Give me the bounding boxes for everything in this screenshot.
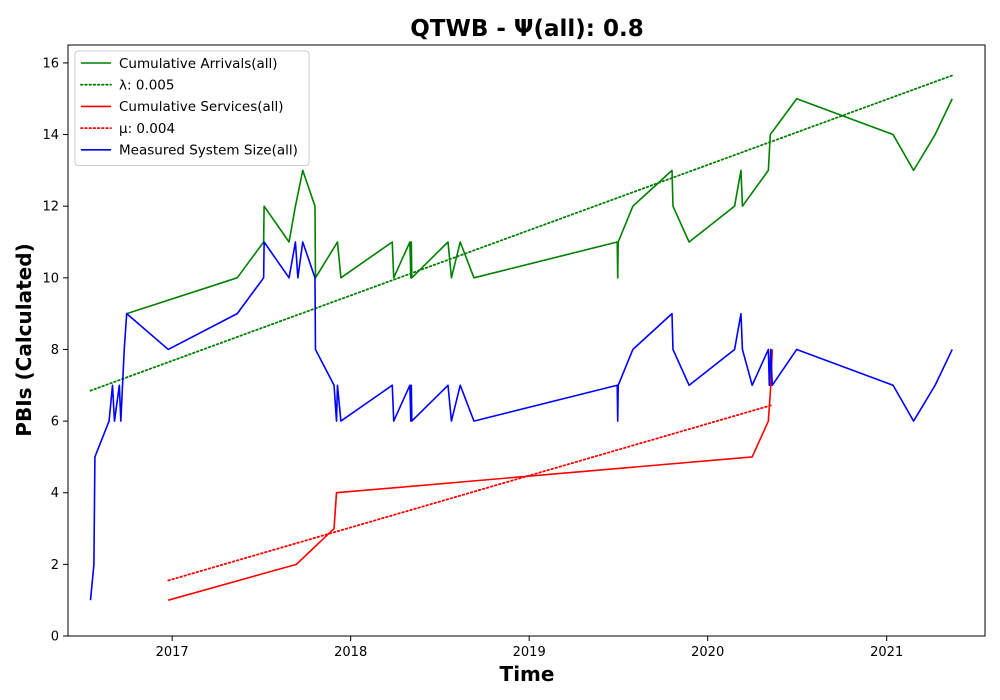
x-tick-label-2020: 2020 [691,645,724,660]
legend-label-measured-system-size-all: Measured System Size(all) [119,143,298,159]
y-tick-label-4: 4 [51,486,59,501]
y-axis-label: PBIs (Calculated) [12,243,36,436]
y-tick-label-8: 8 [51,343,59,358]
x-tick-label-2018: 2018 [334,645,367,660]
axes-frame [67,44,986,637]
legend-label-cumulative-services-all: Cumulative Services(all) [119,99,284,115]
legend-label-0-004: μ: 0.004 [119,121,175,137]
series-line-5 [89,241,953,601]
y-tick-label-14: 14 [42,128,59,143]
chart-title: QTWB - Ψ(all): 0.8 [410,16,644,42]
y-tick-label-2: 2 [51,558,59,573]
plot-area [89,74,954,601]
y-tick-label-10: 10 [42,271,59,286]
series-line-4 [167,404,774,582]
legend: Cumulative Arrivals(all) λ: 0.005 Cumulati… [74,50,310,166]
series-line-1 [126,97,953,315]
legend-label-0-005: λ: 0.005 [119,78,174,94]
y-tick-label-16: 16 [42,56,59,71]
x-tick-label-2021: 2021 [870,645,903,660]
series-line-2 [89,74,954,392]
legend-box [74,50,310,166]
legend-label-cumulative-arrivals-all: Cumulative Arrivals(all) [119,56,278,72]
y-tick-label-0: 0 [51,630,59,645]
x-tick-label-2017: 2017 [156,645,189,660]
axes: 2017 2018 2019 2020 2021 0 2 4 6 8 10 12 14 16 [42,44,986,660]
x-tick-label-2019: 2019 [513,645,546,660]
y-tick-label-6: 6 [51,415,59,430]
series-line-3 [168,349,774,601]
x-axis-label: Time [500,662,555,686]
y-tick-label-12: 12 [42,200,59,215]
